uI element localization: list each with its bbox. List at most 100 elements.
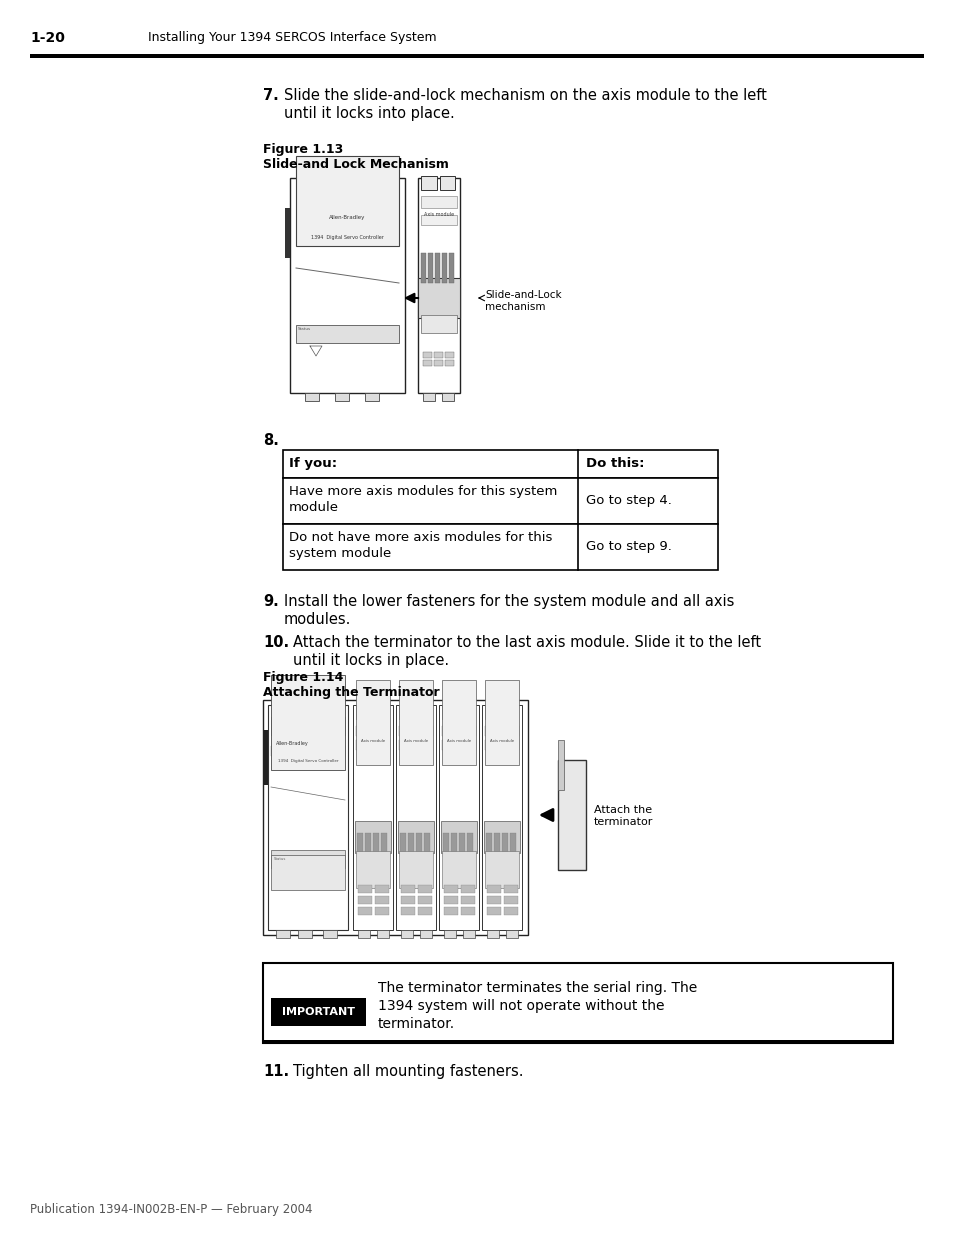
Bar	[417, 906, 432, 915]
Bar	[441, 726, 476, 736]
Bar	[481, 705, 521, 930]
Bar	[400, 897, 415, 904]
Bar	[283, 450, 718, 478]
Bar	[460, 705, 475, 719]
Bar	[275, 930, 290, 939]
Bar	[441, 253, 447, 283]
Bar	[441, 705, 456, 719]
Bar	[400, 906, 415, 915]
Bar	[420, 315, 456, 333]
Bar	[283, 524, 718, 571]
Text: Attaching the Terminator: Attaching the Terminator	[263, 685, 439, 699]
Text: Install the lower fasteners for the system module and all axis: Install the lower fasteners for the syst…	[284, 594, 734, 609]
Bar	[376, 930, 389, 939]
Bar	[422, 393, 435, 401]
Bar	[420, 177, 436, 190]
Text: Status: Status	[274, 857, 286, 861]
Bar	[399, 832, 406, 857]
Bar	[484, 726, 518, 736]
Bar	[503, 705, 517, 719]
Bar	[449, 253, 454, 283]
Bar	[423, 832, 430, 857]
Bar	[420, 196, 456, 207]
Bar	[434, 352, 442, 358]
Text: Have more axis modules for this system: Have more axis modules for this system	[289, 485, 557, 498]
Text: 8.: 8.	[263, 433, 278, 448]
Bar	[356, 832, 363, 857]
Bar	[263, 1040, 892, 1044]
Bar	[373, 832, 378, 857]
Text: 7.: 7.	[263, 88, 278, 103]
Bar	[434, 359, 442, 366]
Text: 1394  Digital Servo Controller: 1394 Digital Servo Controller	[311, 235, 383, 240]
Text: modules.: modules.	[284, 613, 351, 627]
Bar	[357, 885, 372, 893]
Bar	[283, 478, 718, 524]
Bar	[398, 680, 433, 764]
Bar	[441, 393, 454, 401]
Text: 1394 system will not operate without the: 1394 system will not operate without the	[377, 999, 664, 1013]
Bar	[398, 851, 433, 888]
Bar	[271, 855, 345, 890]
Text: If you:: If you:	[289, 457, 336, 471]
Bar	[444, 352, 454, 358]
Bar	[510, 832, 516, 857]
Bar	[355, 705, 370, 719]
Bar	[503, 897, 517, 904]
Text: Axis module: Axis module	[490, 739, 514, 743]
Bar	[295, 184, 398, 206]
Text: Slide the slide-and-lock mechanism on the axis module to the left: Slide the slide-and-lock mechanism on th…	[284, 88, 766, 103]
Bar	[357, 930, 370, 939]
Bar	[419, 930, 432, 939]
Bar	[558, 760, 585, 869]
Bar	[486, 897, 500, 904]
Bar	[494, 832, 499, 857]
Text: Do not have more axis modules for this: Do not have more axis modules for this	[289, 531, 552, 543]
Text: until it locks in place.: until it locks in place.	[293, 653, 449, 668]
Text: IMPORTANT: IMPORTANT	[282, 1007, 355, 1016]
Bar	[271, 746, 345, 756]
Bar	[484, 851, 518, 888]
Bar	[400, 930, 413, 939]
Text: until it locks into place.: until it locks into place.	[284, 106, 455, 121]
Text: module: module	[289, 501, 338, 514]
Bar	[400, 885, 415, 893]
Text: 1394  Digital Servo Controller: 1394 Digital Servo Controller	[277, 760, 338, 763]
Text: 9.: 9.	[263, 594, 278, 609]
Text: The terminator terminates the serial ring. The: The terminator terminates the serial rin…	[377, 981, 697, 995]
Bar	[285, 207, 290, 258]
Text: Axis module: Axis module	[446, 739, 471, 743]
Bar	[443, 906, 457, 915]
Bar	[375, 705, 389, 719]
Bar	[355, 851, 390, 888]
Bar	[417, 885, 432, 893]
Bar	[439, 177, 455, 190]
Text: Figure 1.14: Figure 1.14	[263, 671, 343, 684]
Bar	[420, 253, 426, 283]
Text: Slide-and-Lock
mechanism: Slide-and-Lock mechanism	[484, 290, 561, 311]
Bar	[444, 359, 454, 366]
Text: Axis module: Axis module	[403, 739, 428, 743]
Bar	[458, 832, 464, 857]
Bar	[438, 705, 478, 930]
Text: Allen-Bradley: Allen-Bradley	[275, 741, 309, 746]
Bar	[442, 832, 449, 857]
Bar	[460, 897, 475, 904]
Text: 10.: 10.	[263, 635, 289, 650]
Bar	[323, 930, 336, 939]
Bar	[503, 906, 517, 915]
Bar	[441, 851, 476, 888]
Text: Axis module: Axis module	[360, 739, 385, 743]
Text: Do this:: Do this:	[585, 457, 644, 471]
Bar	[441, 680, 476, 764]
Bar	[443, 930, 456, 939]
Bar	[484, 705, 498, 719]
Bar	[501, 832, 507, 857]
Bar	[375, 885, 389, 893]
Bar	[395, 705, 436, 930]
Bar	[263, 730, 268, 785]
Bar	[417, 278, 459, 317]
Text: Slide-and Lock Mechanism: Slide-and Lock Mechanism	[263, 158, 449, 170]
Bar	[353, 705, 393, 930]
Text: Installing Your 1394 SERCOS Interface System: Installing Your 1394 SERCOS Interface Sy…	[148, 32, 436, 44]
